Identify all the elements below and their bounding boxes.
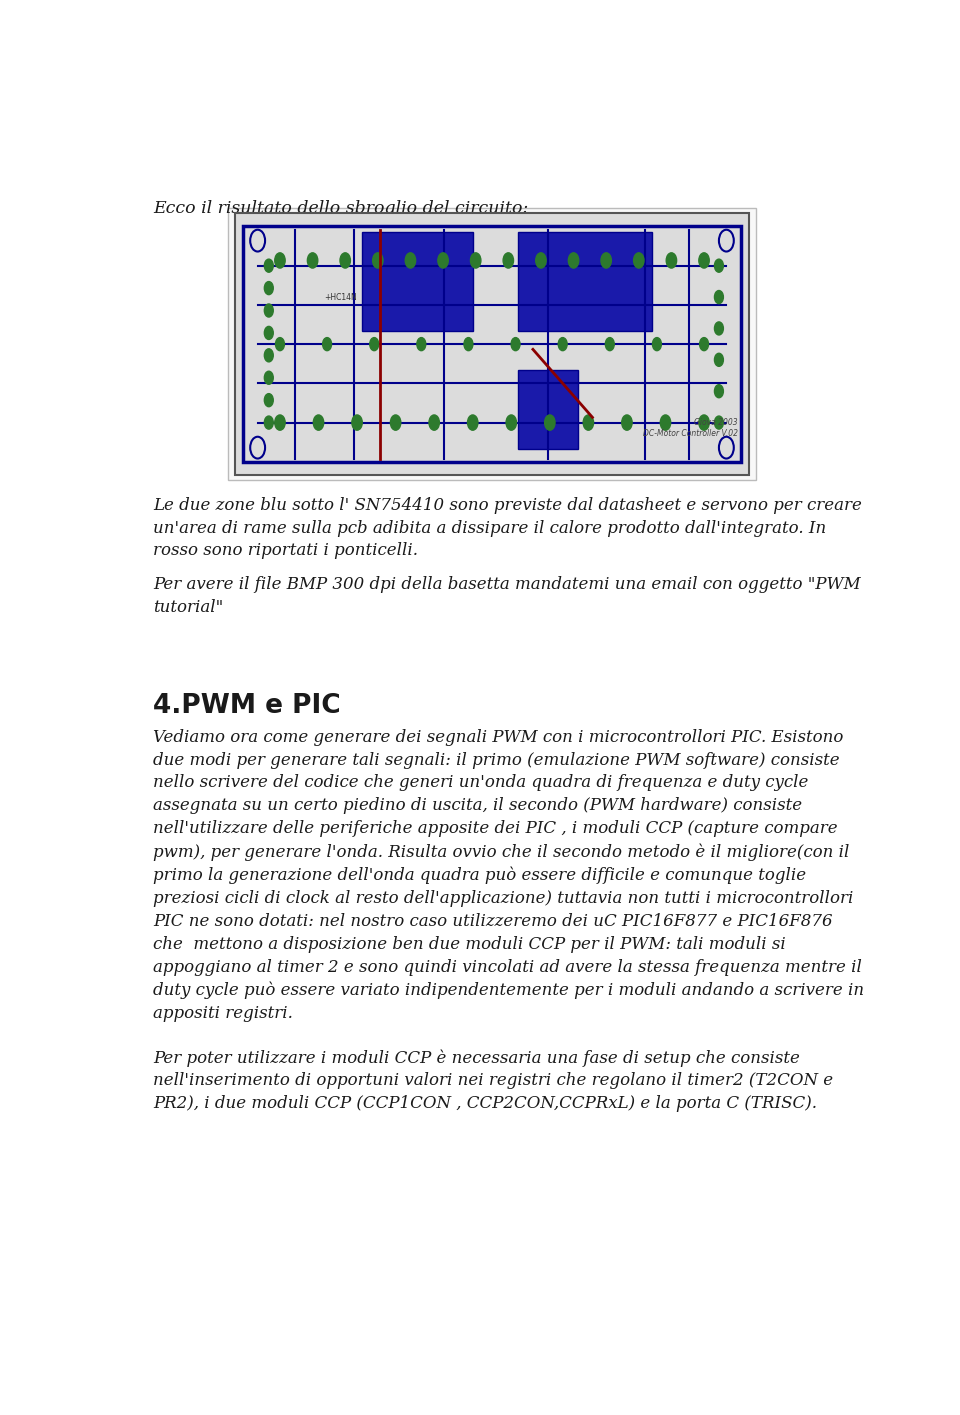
Text: +HC14N: +HC14N — [324, 293, 357, 301]
Circle shape — [405, 253, 416, 267]
Circle shape — [714, 354, 724, 366]
Circle shape — [714, 416, 724, 429]
Circle shape — [391, 415, 401, 430]
Circle shape — [468, 415, 478, 430]
FancyBboxPatch shape — [518, 232, 652, 331]
Circle shape — [714, 290, 724, 304]
Text: Ecco il risultato dello sbroglio del circuito:: Ecco il risultato dello sbroglio del cir… — [154, 201, 529, 218]
Circle shape — [276, 338, 284, 351]
Circle shape — [352, 415, 362, 430]
FancyBboxPatch shape — [235, 214, 749, 475]
Circle shape — [653, 338, 661, 351]
Text: Per poter utilizzare i moduli CCP è necessaria una fase di setup che consiste
ne: Per poter utilizzare i moduli CCP è nece… — [154, 1049, 833, 1112]
Circle shape — [503, 253, 514, 267]
Circle shape — [417, 338, 426, 351]
Circle shape — [264, 416, 274, 429]
Circle shape — [558, 338, 567, 351]
Circle shape — [622, 415, 632, 430]
Circle shape — [251, 229, 265, 252]
Circle shape — [307, 253, 318, 267]
Circle shape — [536, 253, 546, 267]
Circle shape — [719, 437, 733, 458]
Circle shape — [429, 415, 440, 430]
Circle shape — [714, 321, 724, 335]
Text: Vediamo ora come generare dei segnali PWM con i microcontrollori PIC. Esistono
d: Vediamo ora come generare dei segnali PW… — [154, 729, 865, 1022]
Text: Giova 2003
DC-Motor Controller V.02: Giova 2003 DC-Motor Controller V.02 — [642, 419, 737, 437]
Circle shape — [699, 415, 709, 430]
Circle shape — [506, 415, 516, 430]
Circle shape — [264, 350, 274, 362]
Circle shape — [370, 338, 378, 351]
Circle shape — [511, 338, 520, 351]
Circle shape — [275, 415, 285, 430]
Circle shape — [719, 229, 733, 252]
Circle shape — [606, 338, 614, 351]
Circle shape — [634, 253, 644, 267]
Circle shape — [666, 253, 677, 267]
Circle shape — [264, 282, 274, 294]
Circle shape — [264, 259, 274, 272]
Circle shape — [601, 253, 612, 267]
Circle shape — [699, 253, 709, 267]
Circle shape — [264, 393, 274, 406]
Circle shape — [275, 253, 285, 267]
Circle shape — [372, 253, 383, 267]
FancyBboxPatch shape — [362, 232, 473, 331]
Circle shape — [714, 385, 724, 398]
Circle shape — [583, 415, 593, 430]
Circle shape — [323, 338, 331, 351]
Circle shape — [251, 437, 265, 458]
Circle shape — [438, 253, 448, 267]
Circle shape — [700, 338, 708, 351]
Circle shape — [470, 253, 481, 267]
Circle shape — [464, 338, 473, 351]
Text: Per avere il file BMP 300 dpi della basetta mandatemi una email con oggetto "PWM: Per avere il file BMP 300 dpi della base… — [154, 576, 861, 616]
Circle shape — [568, 253, 579, 267]
Circle shape — [660, 415, 671, 430]
Circle shape — [264, 371, 274, 385]
Circle shape — [544, 415, 555, 430]
FancyBboxPatch shape — [518, 371, 578, 449]
Circle shape — [313, 415, 324, 430]
Circle shape — [340, 253, 350, 267]
Circle shape — [264, 327, 274, 340]
FancyBboxPatch shape — [228, 208, 756, 480]
Text: Le due zone blu sotto l' SN754410 sono previste dal datasheet e servono per crea: Le due zone blu sotto l' SN754410 sono p… — [154, 497, 862, 559]
Circle shape — [714, 259, 724, 272]
Text: 4.PWM e PIC: 4.PWM e PIC — [154, 693, 341, 719]
Circle shape — [264, 304, 274, 317]
